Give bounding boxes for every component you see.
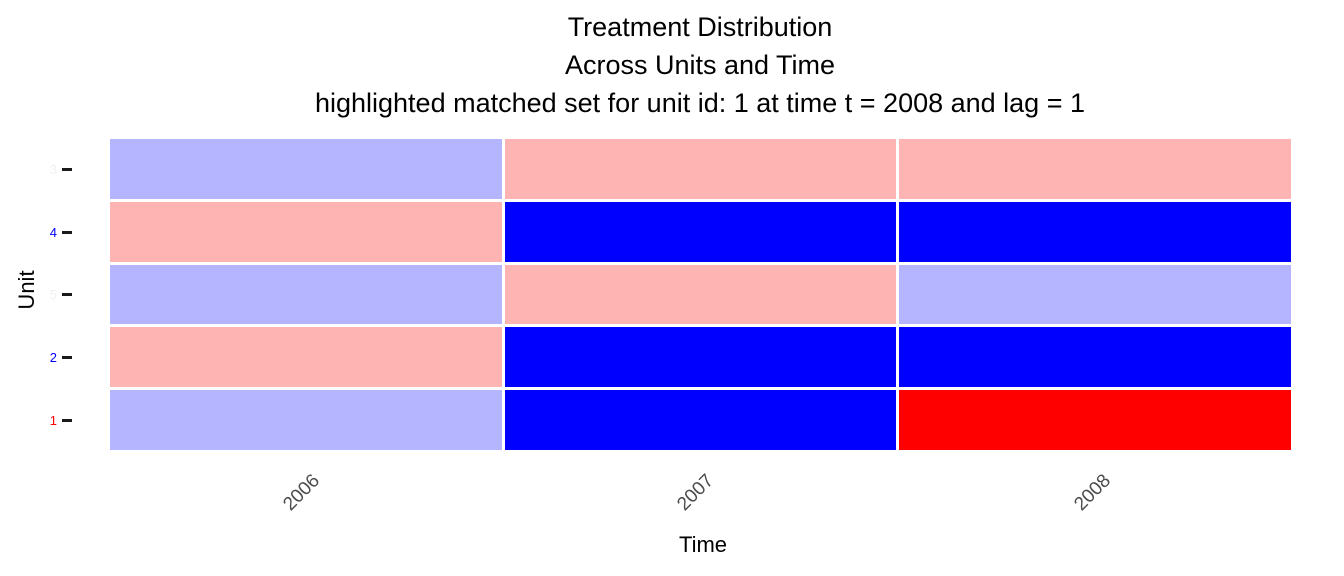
- chart-subtitle: Across Units and Time: [564, 50, 836, 80]
- tile-unit2-2008: [899, 327, 1291, 388]
- chart-highlight-note: highlighted matched set for unit id: 1 a…: [314, 88, 1085, 118]
- tile-unit1-2008: [899, 390, 1291, 450]
- tile-unit3-2008: [899, 139, 1291, 199]
- tile-unit2-2007: [504, 327, 897, 388]
- y-tick-label-unit-5: 5: [49, 286, 57, 302]
- y-tick-label-unit-3: 3: [49, 161, 57, 177]
- y-tick-mark: [62, 355, 72, 359]
- y-tick-mark: [62, 418, 72, 422]
- y-tick-unit-3: 3: [0, 159, 72, 179]
- tile-unit1-2006: [110, 390, 502, 450]
- tile-unit1-2007: [504, 390, 897, 450]
- x-tick-label-2006: 2006: [279, 470, 325, 516]
- tile-unit5-2008: [899, 264, 1291, 325]
- tile-grid: [110, 139, 1291, 450]
- chart-title: Treatment Distribution: [567, 12, 833, 42]
- x-tick-label-2008: 2008: [1070, 470, 1116, 516]
- y-tick-mark: [62, 230, 72, 234]
- x-tick-label-2007: 2007: [673, 470, 719, 516]
- y-tick-unit-4: 4: [0, 222, 72, 242]
- title-block: Treatment Distribution Across Units and …: [78, 8, 1322, 122]
- y-tick-label-unit-2: 2: [49, 349, 57, 365]
- tile-unit4-2007: [504, 201, 897, 262]
- tile-unit5-2006: [110, 264, 502, 325]
- y-tick-mark: [62, 167, 72, 171]
- y-tick-label-unit-4: 4: [49, 224, 57, 240]
- y-tick-label-unit-1: 1: [49, 412, 57, 428]
- y-tick-unit-1: 1: [0, 410, 72, 430]
- tile-unit4-2008: [899, 201, 1291, 262]
- tile-unit3-2006: [110, 139, 502, 199]
- tile-unit2-2006: [110, 327, 502, 388]
- y-tick-mark: [62, 292, 72, 296]
- tile-unit3-2007: [504, 139, 897, 199]
- tile-unit4-2006: [110, 201, 502, 262]
- y-tick-unit-5: 5: [0, 284, 72, 304]
- x-axis-title: Time: [678, 532, 728, 557]
- y-tick-unit-2: 2: [0, 347, 72, 367]
- tile-unit5-2007: [504, 264, 897, 325]
